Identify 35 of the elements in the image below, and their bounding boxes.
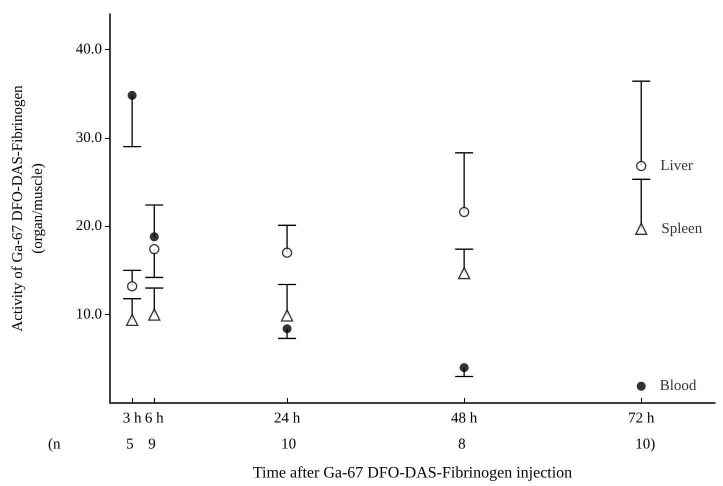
point [636, 382, 646, 391]
text: 10 [281, 436, 296, 452]
text: 9 [148, 436, 156, 452]
point [282, 324, 292, 334]
x-tick-label: 24 h [274, 410, 301, 426]
point [126, 314, 138, 326]
point [282, 248, 292, 258]
point [150, 232, 159, 242]
y-tick-label: 30.0 [76, 130, 102, 146]
text: (n [48, 436, 61, 452]
series-label: Spleen [661, 220, 703, 237]
point [460, 363, 469, 372]
y-tick-label: 10.0 [76, 306, 102, 323]
series-label: Liver [660, 158, 693, 174]
y-tick-label: 20.0 [76, 218, 102, 234]
point [126, 281, 138, 292]
point [636, 160, 646, 172]
text: 10) [635, 436, 656, 452]
point [128, 90, 137, 100]
point [280, 309, 294, 322]
text: 5 [126, 436, 134, 452]
point [635, 222, 648, 235]
point [149, 244, 160, 254]
series-label: Blood [660, 378, 697, 394]
y-tick-label: 40.0 [76, 41, 102, 58]
point [459, 206, 470, 218]
x-tick-label: 3 h [122, 410, 142, 426]
y-axis-title: Activity of Ga-67 DFO-DAS-Fibrinogen (organ/muscle) [10, 84, 46, 332]
x-axis-title: Time after Ga-67 DFO-DAS-Fibrinogen injection [252, 464, 572, 482]
point [148, 308, 160, 321]
x-tick-label: 48 h [451, 410, 478, 426]
x-tick-label: 6 h [144, 410, 164, 426]
x-tick-label: 72 h [628, 410, 655, 426]
text: 8 [458, 436, 466, 452]
point [458, 266, 470, 280]
